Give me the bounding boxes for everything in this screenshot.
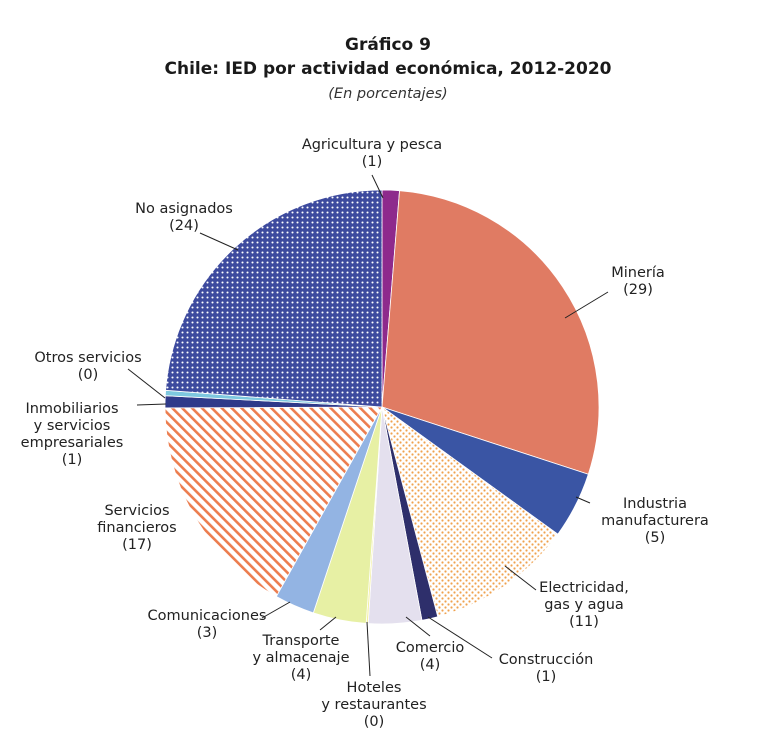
leader-line-otros [127,368,166,399]
slice-label-transporte: Transporte y almacenaje (4) [252,633,349,683]
leader-line-electricidad [504,565,537,591]
slice-label-agricultura: Agricultura y pesca (1) [302,137,442,170]
chart-subtitle: (En porcentajes) [328,86,448,102]
leader-line-hoteles [366,621,371,677]
slice-label-mineria: Minería (29) [611,265,665,298]
slice-label-comercio: Comercio (4) [396,640,465,673]
slice-label-otros: Otros servicios (0) [34,350,141,383]
leader-line-transporte [319,616,337,631]
slice-label-servicios-financieros: Servicios financieros (17) [97,503,176,553]
leader-line-industria [575,496,591,504]
leader-line-construccion [427,616,493,659]
leader-line-comunicaciones [261,601,291,619]
leader-line-mineria [564,291,609,319]
slice-label-industria: Industria manufacturera (5) [601,496,709,546]
slice-label-construccion: Construcción (1) [499,652,594,685]
pie-slice-electricidad [381,406,559,618]
chart-titles: Gráfico 9 Chile: IED por actividad econó… [0,34,776,106]
leader-line-agricultura [371,174,384,199]
slice-label-electricidad: Electricidad, gas y agua (11) [539,580,629,630]
slice-label-inmobiliarios: Inmobiliarios y servicios empresariales (1) [21,401,124,468]
slice-label-hoteles: Hoteles y restaurantes (0) [321,680,426,730]
pie-slice-no-asignados [165,189,383,408]
figure-number: Gráfico 9 [345,35,431,55]
pie-slice-servicios-financieros [164,406,383,598]
slice-label-comunicaciones: Comunicaciones (3) [148,608,267,641]
leader-line-comercio [405,616,431,637]
leader-line-inmobiliarios [136,403,167,406]
leader-line-no-asignados [199,232,239,251]
chart-title: Chile: IED por actividad económica, 2012… [164,59,612,79]
slice-label-no-asignados: No asignados (24) [135,201,233,234]
pie-slice-mineria [381,190,600,475]
